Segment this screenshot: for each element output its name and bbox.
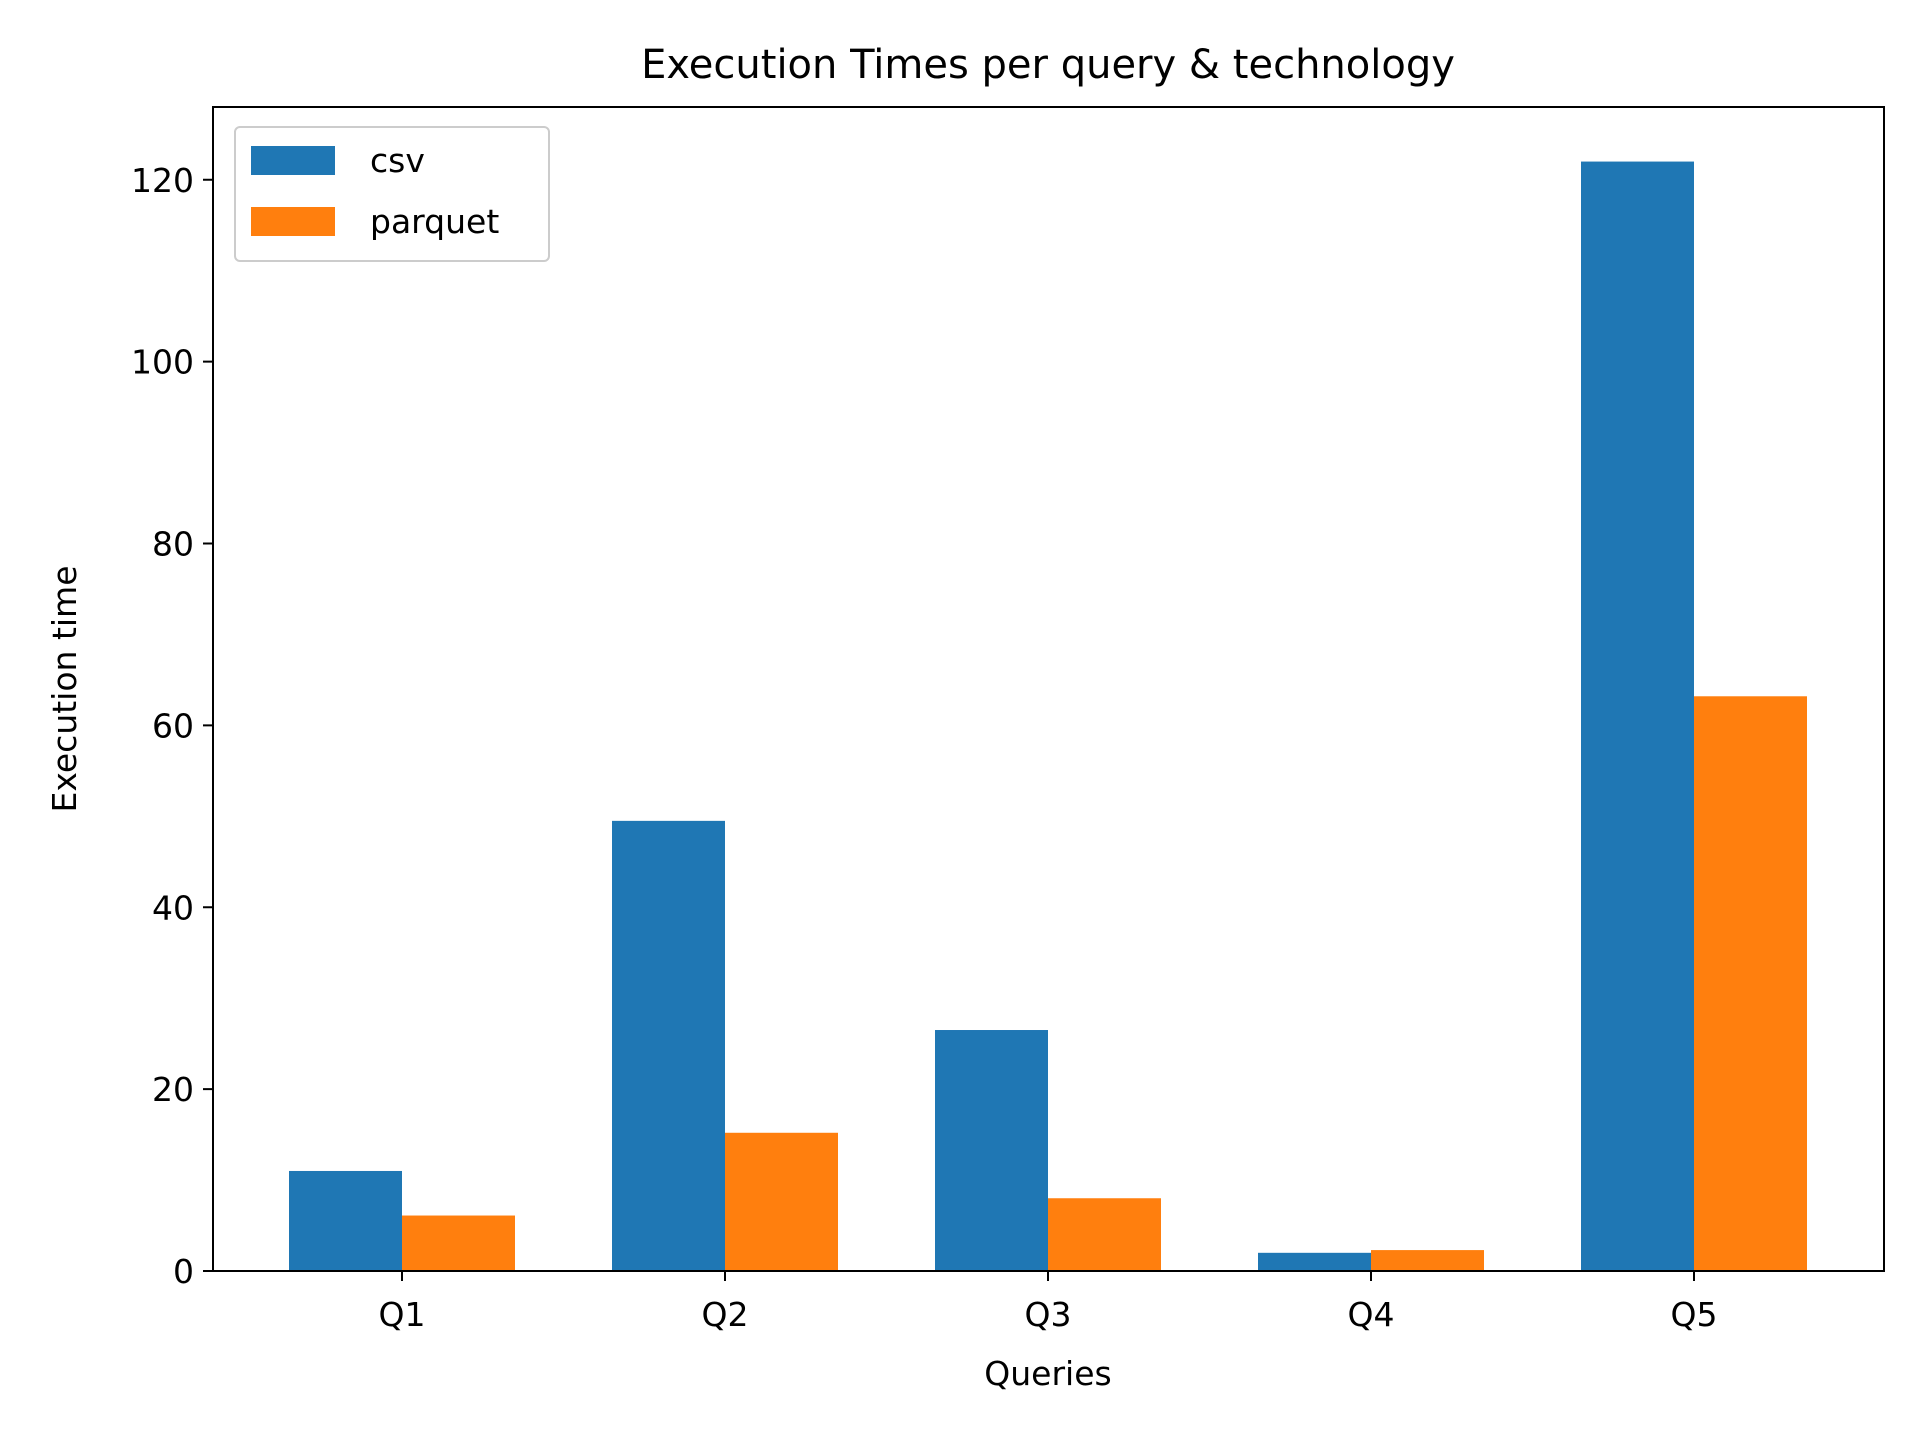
legend-swatch-csv	[251, 146, 335, 175]
bar-csv-q5	[1581, 161, 1694, 1271]
bar-parquet-q4	[1371, 1250, 1484, 1271]
bars-layer	[289, 161, 1807, 1271]
x-tick-label-q5: Q5	[1671, 1295, 1718, 1334]
y-tick-label: 20	[152, 1070, 194, 1109]
x-tick-label-q2: Q2	[702, 1295, 749, 1334]
y-tick-label: 0	[173, 1252, 194, 1291]
y-tick-label: 40	[152, 888, 194, 927]
bar-parquet-q2	[725, 1132, 838, 1271]
x-tick-label-q1: Q1	[379, 1295, 426, 1334]
bar-csv-q2	[612, 820, 725, 1271]
y-tick-label: 100	[131, 343, 194, 382]
legend-label-parquet: parquet	[370, 202, 499, 241]
bar-parquet-q3	[1048, 1198, 1161, 1271]
legend: csv parquet	[234, 126, 550, 262]
bar-csv-q4	[1258, 1252, 1371, 1271]
legend-label-csv: csv	[370, 141, 425, 180]
legend-swatch-parquet	[251, 207, 335, 236]
plot-area-frame	[212, 106, 1885, 1272]
x-axis-ticks: Q1 Q2 Q3 Q4 Q5	[379, 1271, 1718, 1334]
y-tick-label: 80	[152, 525, 194, 564]
bar-csv-q3	[935, 1030, 1048, 1271]
bar-parquet-q5	[1694, 696, 1807, 1271]
bar-csv-q1	[289, 1170, 402, 1271]
x-tick-label-q3: Q3	[1025, 1295, 1072, 1334]
x-tick-label-q4: Q4	[1348, 1295, 1395, 1334]
y-axis-title: Execution time	[45, 566, 84, 813]
bar-parquet-q1	[402, 1215, 515, 1271]
y-axis-ticks: 0 20 40 60 80 100 120	[131, 161, 213, 1291]
y-tick-label: 60	[152, 706, 194, 745]
x-axis-title: Queries	[984, 1354, 1111, 1393]
chart-title: Execution Times per query & technology	[641, 42, 1455, 88]
y-tick-label: 120	[131, 161, 194, 200]
